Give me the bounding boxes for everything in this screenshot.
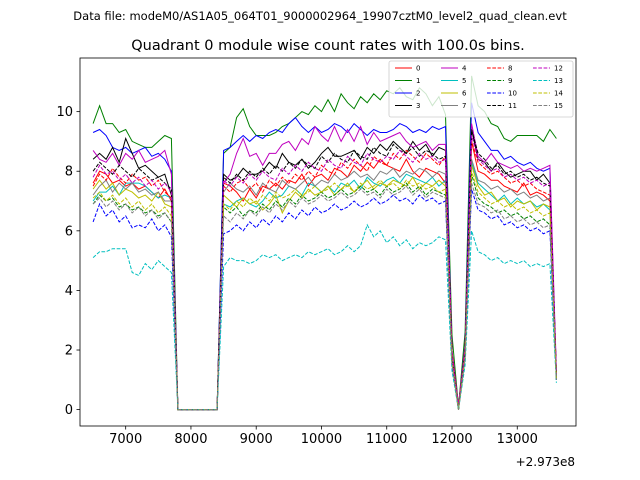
legend-label-2: 2 <box>416 90 420 98</box>
legend-label-0: 0 <box>416 65 420 73</box>
series-line-0 <box>92 141 557 411</box>
legend-label-12: 12 <box>554 65 563 73</box>
x-tick-label: 8000 <box>174 432 207 447</box>
y-tick-label: 8 <box>65 165 73 180</box>
x-tick-label: 12000 <box>431 432 472 447</box>
legend-label-10: 10 <box>508 90 517 98</box>
series-line-6 <box>92 165 557 411</box>
legend-label-7: 7 <box>462 102 466 110</box>
plot-frame <box>79 57 577 427</box>
x-tick-label: 13000 <box>497 432 538 447</box>
chart-suptitle: Data file: modeM0/AS1A05_064T01_90000029… <box>73 9 567 23</box>
series-line-8 <box>92 141 557 411</box>
y-axis: 0 2 4 6 8 10 <box>56 105 80 418</box>
x-tick-label: 10000 <box>301 432 342 447</box>
y-tick-label: 4 <box>65 284 73 299</box>
series-layer <box>92 75 557 411</box>
legend-box <box>388 60 574 118</box>
series-line-1 <box>92 75 557 411</box>
legend-label-8: 8 <box>508 65 512 73</box>
series-line-10 <box>92 188 557 411</box>
legend-label-11: 11 <box>508 102 517 110</box>
x-axis: 7000 8000 9000 10000 11000 12000 13000 <box>109 426 538 447</box>
legend-label-13: 13 <box>554 77 563 85</box>
series-line-7 <box>92 159 557 411</box>
legend-label-14: 14 <box>554 90 563 98</box>
legend-label-9: 9 <box>508 77 512 85</box>
legend-label-15: 15 <box>554 102 563 110</box>
legend-label-6: 6 <box>462 90 467 98</box>
series-line-15 <box>92 182 557 411</box>
series-line-12 <box>92 135 557 411</box>
y-tick-label: 6 <box>65 224 73 239</box>
legend-label-1: 1 <box>416 77 420 85</box>
chart-title: Quadrant 0 module wise count rates with … <box>131 38 525 54</box>
x-tick-label: 9000 <box>240 432 273 447</box>
series-line-3 <box>92 129 557 411</box>
series-line-13 <box>92 223 557 411</box>
series-line-2 <box>92 102 557 411</box>
y-tick-label: 10 <box>56 105 73 120</box>
y-tick-label: 2 <box>65 344 73 359</box>
y-tick-label: 0 <box>65 403 73 418</box>
legend-label-3: 3 <box>416 102 420 110</box>
series-line-11 <box>92 129 557 411</box>
series-line-4 <box>92 123 557 411</box>
legend-label-4: 4 <box>462 65 467 73</box>
x-tick-label: 7000 <box>109 432 142 447</box>
x-tick-label: 11000 <box>366 432 407 447</box>
x-offset-label: +2.973e8 <box>516 455 575 469</box>
series-line-14 <box>92 171 557 411</box>
legend-label-5: 5 <box>462 77 466 85</box>
